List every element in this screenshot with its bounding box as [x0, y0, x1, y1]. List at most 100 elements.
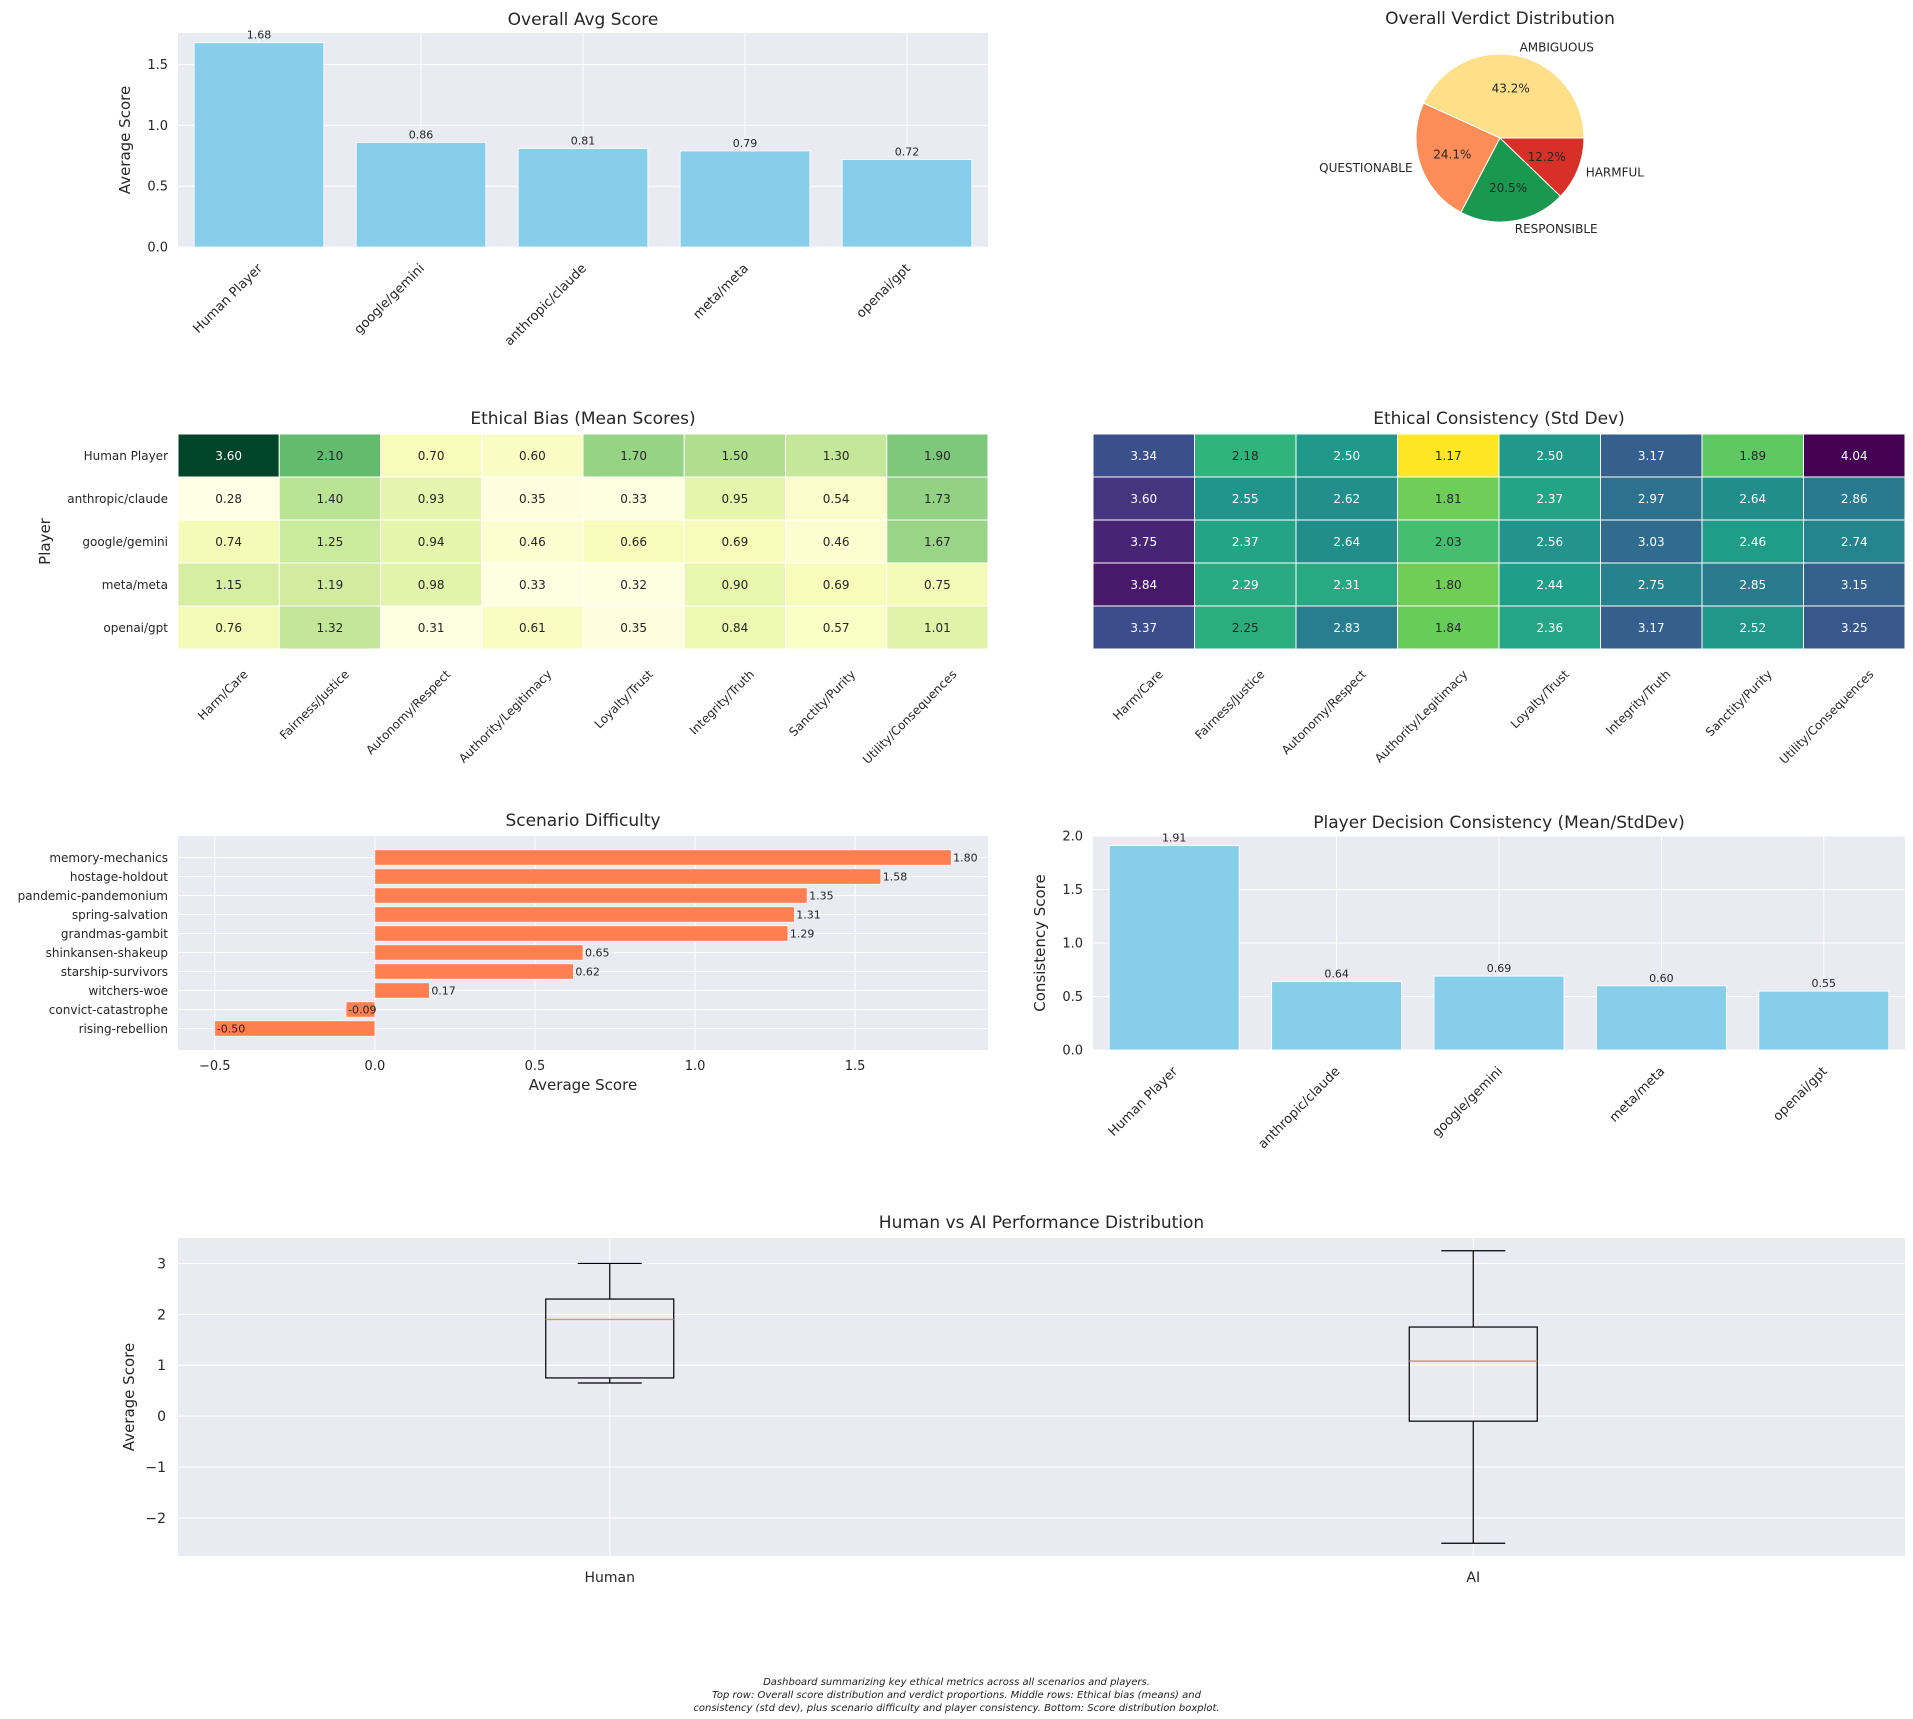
- heatmap-cell: [1498, 433, 1601, 478]
- heatmap-cell-label: 2.44: [1536, 578, 1563, 592]
- heatmap-cell: [177, 605, 280, 650]
- bar-value-label: 1.58: [883, 871, 908, 884]
- heatmap-cell-label: 2.37: [1232, 535, 1259, 549]
- heatmap-cell-label: 0.84: [722, 621, 749, 635]
- heatmap-cell: [1701, 476, 1804, 521]
- y-tick-label: 0.0: [147, 241, 168, 256]
- heatmap-cell: [481, 562, 584, 607]
- heatmap-cell: [481, 519, 584, 564]
- heatmap-cell: [886, 476, 989, 521]
- chart-title: Ethical Consistency (Std Dev): [1373, 409, 1625, 429]
- heatmap-cell-label: 1.15: [215, 578, 242, 592]
- heatmap-cell: [1803, 562, 1906, 607]
- heatmap-row-label: anthropic/claude: [67, 492, 168, 506]
- heatmap-column-label: Loyalty/Trust: [592, 667, 656, 731]
- pie-label: RESPONSIBLE: [1515, 222, 1598, 236]
- heatmap-cell-label: 0.28: [215, 492, 242, 506]
- heatmap-cell-label: 0.94: [418, 535, 445, 549]
- bar-convict-catastrophe: [345, 1001, 376, 1018]
- x-tick-label: Human: [585, 1570, 636, 1586]
- heatmap-cell-label: 1.19: [317, 578, 344, 592]
- bar-pandemic-pandemonium: [374, 887, 808, 904]
- heatmap-cell-label: 0.33: [519, 578, 546, 592]
- bar-value-label: -0.09: [348, 1004, 376, 1017]
- heatmap-cell: [1600, 476, 1703, 521]
- heatmap-cell-label: 2.97: [1638, 492, 1665, 506]
- y-axis-label: Consistency Score: [1031, 874, 1049, 1011]
- heatmap-cell-label: 0.61: [519, 621, 546, 635]
- bar-value-label: 0.60: [1649, 972, 1674, 985]
- heatmap-cell-label: 2.31: [1333, 578, 1360, 592]
- heatmap-cell: [278, 519, 381, 564]
- y-tick-label: spring-salvation: [72, 908, 168, 922]
- bar-value-label: 0.69: [1487, 962, 1512, 975]
- pie-slice-responsible: [1460, 137, 1562, 223]
- heatmap-cell: [278, 433, 381, 478]
- heatmap-cell-label: 3.34: [1130, 449, 1157, 463]
- heatmap-cell: [1194, 476, 1297, 521]
- y-axis-label: Average Score: [116, 86, 134, 194]
- bar-value-label: 1.35: [809, 890, 834, 903]
- bar-value-label: 0.79: [733, 137, 758, 150]
- heatmap-cell-label: 3.84: [1130, 578, 1157, 592]
- heatmap-cell-label: 2.37: [1536, 492, 1563, 506]
- heatmap-cell: [785, 519, 888, 564]
- heatmap-column-label: Autonomy/Respect: [363, 667, 453, 757]
- chart-title: Overall Avg Score: [508, 10, 659, 30]
- y-tick-label: −1: [145, 1460, 166, 1476]
- heatmap-cell-label: 2.18: [1232, 449, 1259, 463]
- x-tick-label: anthropic/claude: [502, 261, 590, 349]
- heatmap-column-label: Harm/Care: [195, 667, 251, 723]
- bar-google/gemini: [1433, 975, 1565, 1051]
- x-tick-label: Human Player: [191, 261, 267, 337]
- y-tick-label: 1.5: [1062, 883, 1083, 898]
- pie-pct-label: 12.2%: [1528, 150, 1566, 164]
- box-AI: [1408, 1326, 1538, 1422]
- bar-value-label: 0.62: [575, 966, 600, 979]
- heatmap-cell-label: 0.33: [620, 492, 647, 506]
- bar-Human Player: [1108, 845, 1240, 1051]
- bar-anthropic/claude: [517, 148, 649, 248]
- heatmap-cell-label: 1.30: [823, 449, 850, 463]
- heatmap-cell-label: 0.46: [823, 535, 850, 549]
- y-tick-label: witchers-woe: [89, 984, 169, 998]
- heatmap-cell-label: 4.04: [1841, 449, 1868, 463]
- heatmap-cell: [1701, 562, 1804, 607]
- heatmap-column-label: Autonomy/Respect: [1279, 667, 1369, 757]
- heatmap-cell: [683, 433, 786, 478]
- pie-slice-questionable: [1415, 102, 1501, 214]
- figure-caption: Dashboard summarizing key ethical metric…: [0, 1676, 1913, 1715]
- heatmap-cell-label: 1.90: [924, 449, 951, 463]
- bar-rising-rebellion: [214, 1020, 376, 1037]
- y-tick-label: 0.0: [1062, 1044, 1083, 1059]
- heatmap-cell-label: 2.36: [1536, 621, 1563, 635]
- heatmap-cell: [1194, 605, 1297, 650]
- bar-value-label: 1.80: [953, 852, 978, 865]
- heatmap-cell-label: 0.75: [924, 578, 951, 592]
- heatmap-row-label: Human Player: [84, 449, 169, 463]
- bar-openai/gpt: [841, 159, 973, 248]
- y-tick-label: rising-rebellion: [79, 1022, 168, 1036]
- heatmap-cell: [1600, 562, 1703, 607]
- heatmap-cell-label: 0.69: [823, 578, 850, 592]
- heatmap-cell-label: 0.60: [519, 449, 546, 463]
- x-tick-label: openai/gpt: [1771, 1064, 1831, 1124]
- heatmap-cell-label: 2.29: [1232, 578, 1259, 592]
- heatmap-cell-label: 3.17: [1638, 449, 1665, 463]
- heatmap-cell-label: 1.32: [317, 621, 344, 635]
- heatmap-column-label: Fairness/Justice: [1192, 667, 1267, 742]
- x-tick-label: anthropic/claude: [1256, 1064, 1344, 1152]
- heatmap-cell-label: 0.32: [620, 578, 647, 592]
- heatmap-cell: [886, 605, 989, 650]
- heatmap-cell-label: 2.62: [1333, 492, 1360, 506]
- x-tick-label: 1.0: [685, 1059, 706, 1074]
- heatmap-cell: [1803, 433, 1906, 478]
- x-tick-label: google/gemini: [352, 261, 428, 337]
- bar-value-label: 1.68: [247, 29, 272, 42]
- chart-title: Human vs AI Performance Distribution: [879, 1213, 1204, 1233]
- heatmap-column-label: Integrity/Truth: [1603, 667, 1673, 737]
- heatmap-cell: [278, 605, 381, 650]
- y-tick-label: 0.5: [1062, 990, 1083, 1005]
- heatmap-cell: [785, 562, 888, 607]
